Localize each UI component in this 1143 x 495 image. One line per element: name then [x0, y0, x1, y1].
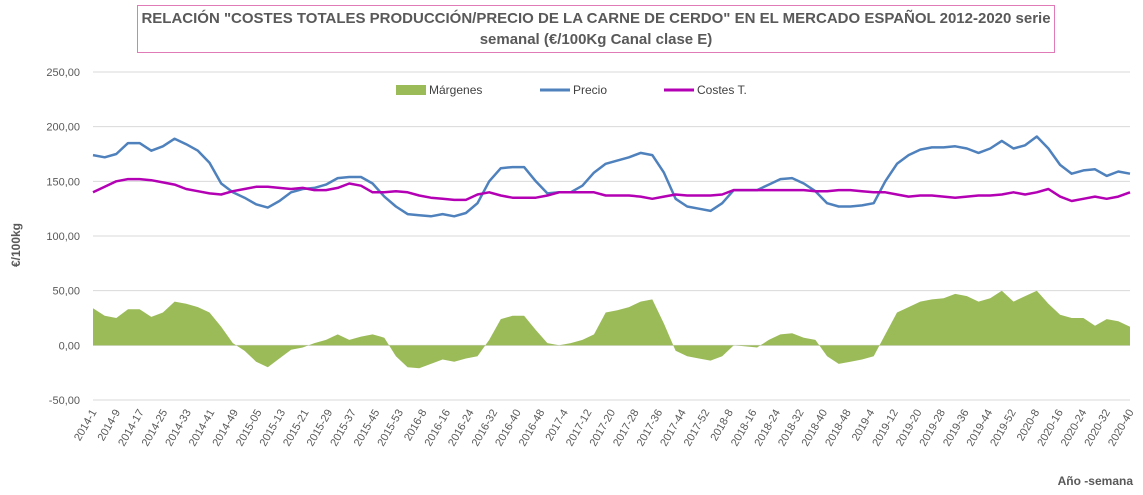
- grid-lines: [93, 71, 1130, 401]
- x-axis-ticks: 2014-12014-92014-172014-252014-332014-41…: [72, 408, 1137, 449]
- chart-title: RELACIÓN "COSTES TOTALES PRODUCCIÓN/PREC…: [137, 5, 1055, 53]
- margin-area-layer: [93, 290, 1130, 369]
- legend-label: Márgenes: [429, 83, 482, 97]
- legend-label: Costes T.: [697, 83, 747, 97]
- y-tick-label: 200,00: [46, 122, 80, 134]
- series-line-costes: [92, 177, 1131, 203]
- y-tick-label: 150,00: [46, 176, 80, 188]
- legend-swatch: [396, 85, 426, 95]
- y-tick-label: 0,00: [59, 340, 80, 352]
- series-line-precio: [92, 135, 1131, 218]
- y-tick-label: 50,00: [52, 286, 80, 298]
- y-axis-label: €/100kg: [9, 223, 23, 267]
- y-axis-ticks: -50,00 0,00 50,00 100,00 150,00 200,00 250,00: [46, 67, 80, 407]
- chart-title-line-2: semanal (€/100Kg Canal clase E): [479, 31, 713, 48]
- chart-title-line-1: RELACIÓN "COSTES TOTALES PRODUCCIÓN/PREC…: [141, 10, 1051, 27]
- y-tick-label: -50,00: [49, 395, 80, 407]
- legend-label: Precio: [573, 83, 607, 97]
- legend: Márgenes Precio Costes T.: [396, 83, 747, 97]
- y-tick-label: 250,00: [46, 67, 80, 79]
- x-axis-label: Año -semana: [1058, 474, 1134, 488]
- y-tick-label: 100,00: [46, 231, 80, 243]
- series-area-margenes: [93, 290, 1130, 369]
- series-lines-layer: [92, 135, 1131, 218]
